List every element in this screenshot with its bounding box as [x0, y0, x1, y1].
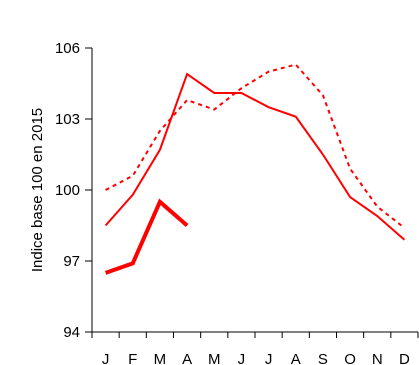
x-tick-label-0: J — [102, 351, 110, 365]
labels: 94 97 100 103 106 J F M A M J J A S O N D — [55, 40, 410, 365]
series-line-1 — [105, 63, 406, 229]
y-tick-label-2: 100 — [55, 182, 80, 199]
x-tick-label-4: M — [208, 351, 221, 365]
axes — [85, 47, 419, 338]
x-tick-label-8: S — [318, 351, 328, 365]
x-tick-label-2: M — [154, 351, 167, 365]
x-tick-label-11: D — [399, 351, 410, 365]
x-tick-label-9: O — [344, 351, 356, 365]
y-tick-label-1: 97 — [63, 253, 80, 270]
y-axis-title: Indice base 100 en 2015 — [29, 108, 46, 272]
x-tick-label-10: N — [372, 351, 383, 365]
y-tick-label-4: 106 — [55, 40, 80, 57]
series-line-2 — [104, 198, 189, 275]
x-tick-label-6: J — [265, 351, 273, 365]
y-tick-label-3: 103 — [55, 111, 80, 128]
series-layer — [104, 63, 406, 275]
series-line-0 — [104, 72, 406, 241]
x-tick-label-1: F — [128, 351, 137, 365]
x-tick-label-3: A — [182, 351, 192, 365]
y-tick-label-0: 94 — [63, 324, 80, 341]
x-tick-label-5: J — [238, 351, 246, 365]
x-tick-label-7: A — [291, 351, 301, 365]
